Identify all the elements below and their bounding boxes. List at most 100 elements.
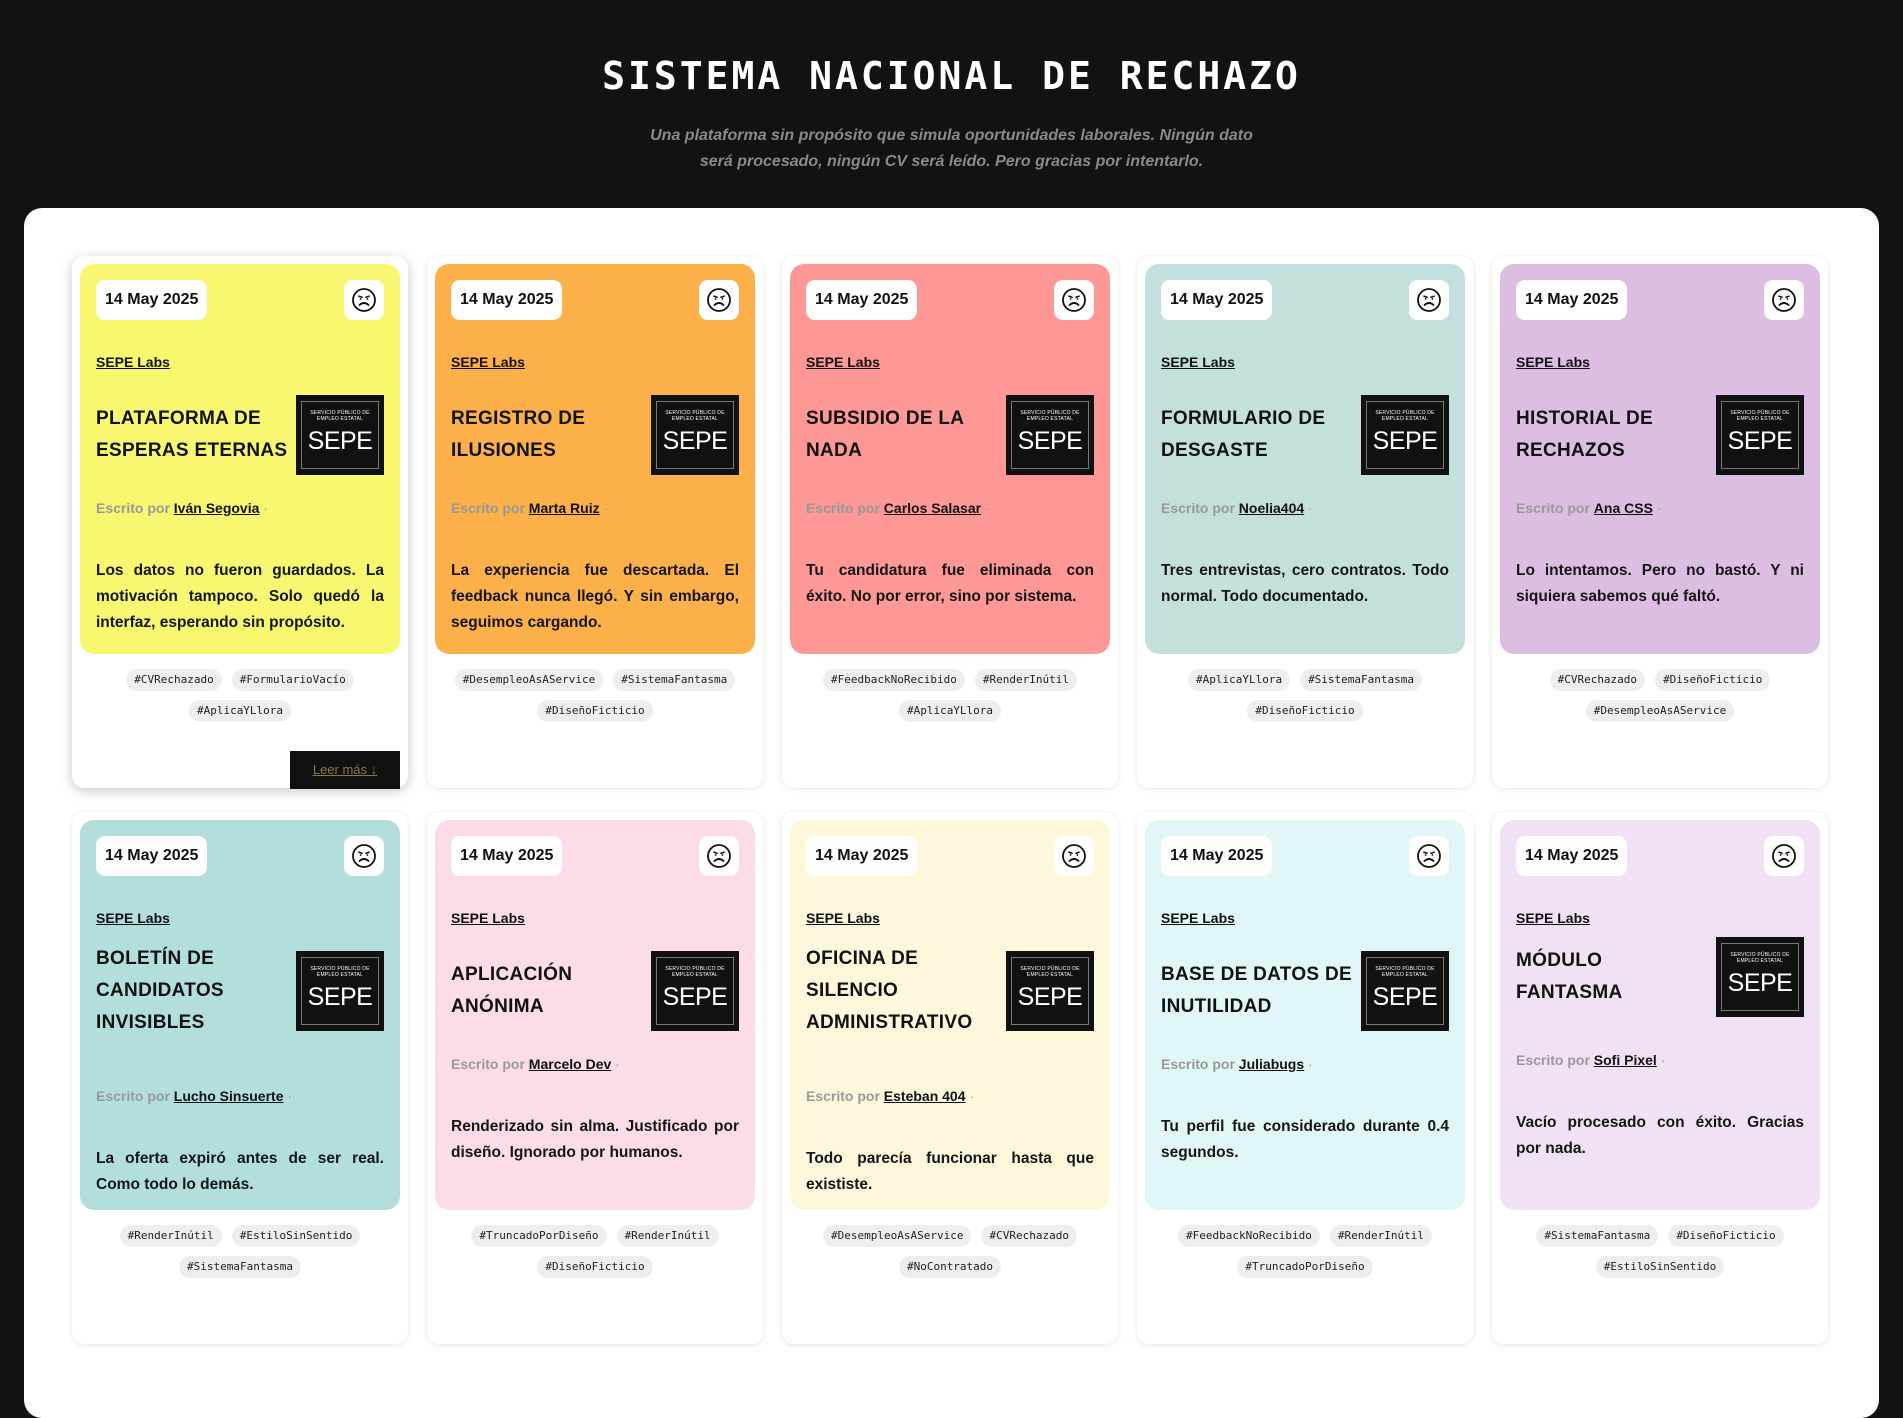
author-link[interactable]: Carlos Salasar [883,500,982,516]
card-title-row: Formulario de desgaste SERVICIO PÚBLICO D… [1161,388,1449,482]
card-org-link[interactable]: SEPE Labs [96,910,170,926]
tag-chip[interactable]: #AplicaYLlora [188,700,292,722]
sepe-logo-subtitle: SERVICIO PÚBLICO DE EMPLEO ESTATAL [1375,410,1435,422]
author-link[interactable]: Marcelo Dev [528,1056,612,1072]
card-date: 14 May 2025 [806,836,918,876]
tag-chip[interactable]: #EstiloSinSentido [231,1225,361,1247]
read-more-button[interactable]: Leer más ↓ [290,751,400,789]
card-org-link[interactable]: SEPE Labs [806,354,880,370]
card-author-line: Escrito por Iván Segovia · [96,500,268,516]
card-description: La oferta expiró antes de ser real. Como… [96,1150,384,1193]
tag-chip[interactable]: #DiseñoFicticio [537,1256,653,1278]
tag-chip[interactable]: #CVRechazado [981,1225,1077,1247]
card-org-link[interactable]: SEPE Labs [451,354,525,370]
card-author-line: Escrito por Esteban 404 · [806,1088,975,1104]
post-card[interactable]: 14 May 2025 SEPE Labs Oficina de silencio … [782,812,1118,1344]
sad-face-icon[interactable] [1409,280,1449,320]
tag-chip[interactable]: #DesempleoAsAService [454,669,604,691]
card-org-link[interactable]: SEPE Labs [806,910,880,926]
written-by-label: Escrito por [1516,500,1590,516]
tag-chip[interactable]: #SistemaFantasma [179,1256,301,1278]
tag-chip[interactable]: #TruncadoPorDiseño [471,1225,607,1247]
sepe-logo-wordmark: SEPE [1372,983,1438,1011]
card-author-line: Escrito por Juliabugs · [1161,1056,1313,1072]
card-org-link[interactable]: SEPE Labs [1516,910,1590,926]
post-card[interactable]: 14 May 2025 SEPE Labs Base de datos de inu… [1137,812,1473,1344]
tag-chip[interactable]: #RenderInútil [974,669,1077,691]
author-link[interactable]: Lucho Sinsuerte [173,1088,284,1104]
tag-chip[interactable]: #FeedbackNoRecibido [1178,1225,1320,1247]
author-link[interactable]: Marta Ruiz [528,500,600,516]
tag-chip[interactable]: #SistemaFantasma [1536,1225,1659,1247]
card-title: Formulario de desgaste [1161,408,1326,461]
sad-face-icon[interactable] [1054,280,1094,320]
card-author-line: Escrito por Marcelo Dev · [451,1056,620,1072]
card-org-link[interactable]: SEPE Labs [1161,910,1235,926]
tag-chip[interactable]: #DiseñoFicticio [1247,700,1363,722]
tag-chip[interactable]: #CVRechazado [1549,669,1646,691]
sad-face-icon[interactable] [1409,836,1449,876]
card-org-link[interactable]: SEPE Labs [451,910,525,926]
post-card[interactable]: 14 May 2025 SEPE Labs Formulario de desgas… [1137,256,1473,788]
card-date: 14 May 2025 [96,836,208,876]
written-by-label: Escrito por [806,500,880,516]
sad-face-icon[interactable] [699,280,739,320]
card-header-area: 14 May 2025 SEPE Labs Registro de ilusione… [435,264,755,654]
tag-chip[interactable]: #DesempleoAsAService [1585,700,1735,722]
post-card[interactable]: 14 May 2025 SEPE Labs Historial de rechazo… [1492,256,1828,788]
tag-chip[interactable]: #DesempleoAsAService [823,1225,972,1247]
post-card[interactable]: 14 May 2025 SEPE Labs Boletín de candidato… [72,812,408,1344]
card-description: Tu perfil fue considerado durante 0.4 se… [1161,1118,1449,1161]
tag-chip[interactable]: #FormularioVacío [231,669,354,691]
card-date: 14 May 2025 [451,280,563,320]
sepe-logo: SERVICIO PÚBLICO DE EMPLEO ESTATAL SEPE [296,395,384,475]
tag-chip[interactable]: #RenderInútil [119,1225,222,1247]
card-tags: #CVRechazado #DiseñoFicticio #DesempleoAsA… [1514,669,1806,722]
tag-chip[interactable]: #SistemaFantasma [613,669,736,691]
tag-chip[interactable]: #DiseñoFicticio [537,700,653,722]
tag-chip[interactable]: #NoContratado [898,1256,1002,1278]
written-by-label: Escrito por [451,1056,525,1072]
sepe-logo: SERVICIO PÚBLICO DE EMPLEO ESTATAL SEPE [1006,951,1094,1031]
author-link[interactable]: Iván Segovia [173,500,260,516]
card-tags: #DesempleoAsAService #SistemaFantasma #Dis… [449,669,741,722]
tag-chip[interactable]: #CVRechazado [126,669,222,691]
author-link[interactable]: Noelia404 [1238,500,1305,516]
tag-chip[interactable]: #FeedbackNoRecibido [823,669,965,691]
post-card[interactable]: 14 May 2025 SEPE Labs Subsidio de la nada S… [782,256,1118,788]
written-by-label: Escrito por [451,500,525,516]
tag-chip[interactable]: #RenderInútil [616,1225,719,1247]
sad-face-icon[interactable] [1764,836,1804,876]
card-title: Boletín de candidatos invisibles [96,948,224,1033]
tag-chip[interactable]: #DiseñoFicticio [1655,669,1771,691]
post-card[interactable]: 14 May 2025 SEPE Labs Módulo fantasma SERVI… [1492,812,1828,1344]
tag-chip[interactable]: #EstiloSinSentido [1595,1256,1725,1278]
card-title-row: Plataforma de esperas eternas SERVICIO PÚ… [96,388,384,482]
sepe-logo: SERVICIO PÚBLICO DE EMPLEO ESTATAL SEPE [1361,395,1449,475]
author-link[interactable]: Sofi Pixel [1593,1052,1657,1068]
tag-chip[interactable]: #RenderInútil [1329,1225,1432,1247]
sad-face-icon[interactable] [1054,836,1094,876]
tag-chip[interactable]: #DiseñoFicticio [1668,1225,1784,1247]
tag-chip[interactable]: #AplicaYLlora [898,700,1002,722]
tag-chip[interactable]: #TruncadoPorDiseño [1237,1256,1373,1278]
card-tags: #TruncadoPorDiseño #RenderInútil #DiseñoFi… [449,1225,741,1278]
post-card[interactable]: 14 May 2025 SEPE Labs Aplicación anónima SE… [427,812,763,1344]
post-card[interactable]: 14 May 2025 SEPE Labs Registro de ilusione… [427,256,763,788]
sad-face-icon[interactable] [699,836,739,876]
author-link[interactable]: Juliabugs [1238,1056,1305,1072]
tag-chip[interactable]: #AplicaYLlora [1187,669,1291,691]
card-org-link[interactable]: SEPE Labs [1516,354,1590,370]
sad-face-icon[interactable] [344,280,384,320]
sad-face-icon[interactable] [1764,280,1804,320]
card-header-area: 14 May 2025 SEPE Labs Boletín de candidato… [80,820,400,1210]
post-card[interactable]: 14 May 2025 SEPE Labs Plataforma de espera… [72,256,408,789]
author-link[interactable]: Ana CSS [1593,500,1653,516]
sad-face-icon[interactable] [344,836,384,876]
author-link[interactable]: Esteban 404 [883,1088,966,1104]
sepe-logo-wordmark: SEPE [1017,427,1083,455]
tag-chip[interactable]: #SistemaFantasma [1300,669,1423,691]
card-org-link[interactable]: SEPE Labs [96,354,170,370]
card-title: Subsidio de la nada [806,408,964,461]
card-org-link[interactable]: SEPE Labs [1161,354,1235,370]
